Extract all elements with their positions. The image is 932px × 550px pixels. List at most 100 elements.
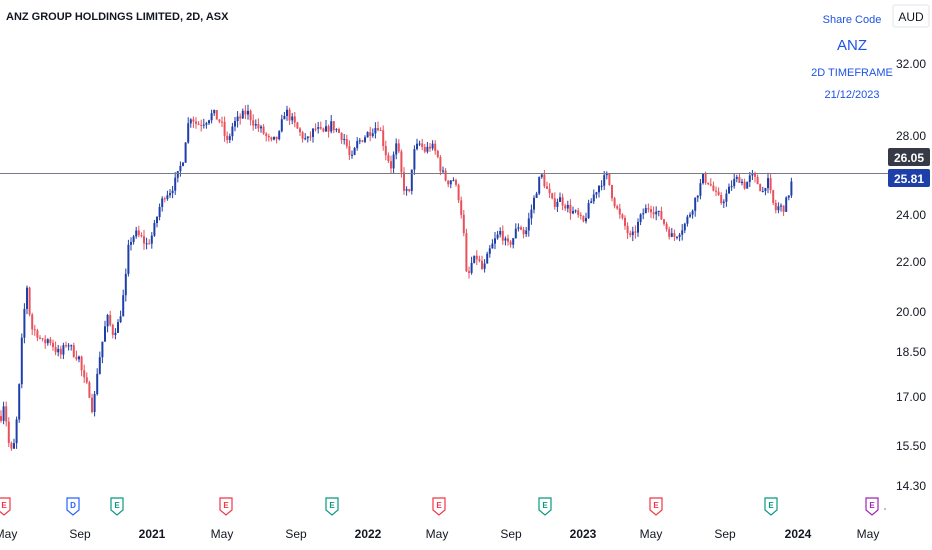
- candle: [543, 169, 546, 189]
- candle-body: [691, 210, 694, 215]
- candle: [689, 212, 691, 218]
- candle: [605, 171, 608, 180]
- candle: [262, 124, 265, 135]
- candle: [483, 259, 486, 273]
- candle-body: [288, 109, 291, 121]
- candle-body: [249, 110, 252, 121]
- candle: [585, 212, 587, 224]
- time-tick-label: Sep: [69, 527, 91, 541]
- candle: [423, 143, 426, 154]
- level-price-tag[interactable]: 26.05: [888, 148, 930, 166]
- event-marker[interactable]: E: [432, 497, 446, 516]
- candle: [291, 112, 294, 125]
- candle-body: [626, 225, 629, 234]
- candle: [468, 266, 470, 279]
- candle: [421, 138, 424, 151]
- candle: [707, 182, 710, 186]
- candle-body: [377, 128, 379, 131]
- candle-body: [616, 206, 619, 209]
- candle-body: [600, 185, 603, 187]
- candle: [267, 133, 270, 142]
- candle-body: [309, 136, 312, 138]
- candle-body: [548, 188, 551, 194]
- candle: [36, 328, 39, 342]
- candle: [429, 142, 431, 152]
- level-tag-box: [888, 148, 930, 166]
- price-axis[interactable]: 32.00 28.00 24.00 22.00 20.00 18.50 17.00 15.50…: [896, 57, 926, 493]
- candle: [317, 121, 320, 134]
- price-tick-label: 18.50: [896, 345, 926, 359]
- candle: [340, 132, 343, 144]
- event-marker[interactable]: E: [219, 497, 233, 516]
- event-marker[interactable]: D: [66, 497, 80, 516]
- event-marker[interactable]: E: [325, 497, 339, 516]
- candle-body: [525, 230, 528, 235]
- candle: [189, 118, 192, 128]
- time-axis[interactable]: May Sep 2021 May Sep 2022 May Sep 2023 May Sep 2024…: [0, 527, 879, 541]
- candle: [748, 172, 751, 187]
- candle-body: [2, 406, 5, 421]
- candle: [221, 116, 223, 128]
- candle: [626, 222, 629, 240]
- candle-body: [83, 370, 86, 378]
- candle-body: [96, 373, 99, 395]
- candle-body: [670, 233, 673, 237]
- candle-body: [447, 180, 450, 185]
- candle: [533, 195, 535, 214]
- candle-body: [647, 208, 650, 210]
- event-marker[interactable]: E: [110, 497, 124, 516]
- candle-body: [109, 315, 112, 325]
- candle: [257, 118, 260, 132]
- time-tick-label: Sep: [500, 527, 522, 541]
- event-marker[interactable]: E: [649, 497, 663, 516]
- candle: [782, 205, 785, 217]
- event-marker[interactable]: E: [0, 497, 11, 516]
- time-tick-label: 2024: [785, 527, 812, 541]
- candle: [449, 179, 452, 189]
- event-letter: E: [436, 501, 442, 510]
- candle-body: [520, 227, 522, 230]
- candle-body: [444, 170, 447, 181]
- event-marker[interactable]: E: [865, 497, 879, 516]
- time-tick-label: 2021: [139, 527, 166, 541]
- candle-body: [351, 154, 353, 156]
- candle-body: [673, 233, 676, 237]
- last-price-value: 25.81: [894, 172, 924, 186]
- candle-body: [738, 176, 741, 183]
- candle: [624, 215, 626, 230]
- candle-body: [574, 210, 577, 212]
- candle-body: [296, 122, 299, 129]
- candle: [28, 286, 31, 317]
- candle: [551, 192, 554, 200]
- candle-body: [704, 173, 707, 183]
- candle: [397, 139, 400, 154]
- candle-body: [33, 329, 36, 331]
- candle: [65, 341, 67, 348]
- candle-body: [553, 198, 556, 207]
- candle: [26, 285, 28, 315]
- candle-body: [608, 173, 611, 186]
- event-marker[interactable]: E: [538, 497, 552, 516]
- candle: [236, 111, 239, 128]
- candle-body: [735, 176, 738, 179]
- event-marker[interactable]: E: [764, 497, 778, 516]
- candle-body: [543, 174, 546, 187]
- candle-body: [587, 203, 590, 219]
- candle-body: [161, 198, 164, 207]
- currency-badge[interactable]: [892, 4, 930, 28]
- candle-body: [254, 124, 257, 126]
- candle: [634, 225, 637, 239]
- candle-body: [483, 263, 486, 269]
- candle: [631, 226, 634, 242]
- candle-body: [590, 201, 593, 204]
- candle-body: [91, 397, 93, 413]
- last-price-tag[interactable]: 25.81: [888, 169, 930, 187]
- candle: [379, 127, 382, 132]
- time-tick-label: May: [640, 527, 663, 541]
- candle-body: [135, 230, 138, 237]
- candle-body: [595, 192, 598, 195]
- candle-body: [338, 129, 340, 133]
- candle-body: [218, 119, 221, 122]
- candle-body: [774, 203, 777, 211]
